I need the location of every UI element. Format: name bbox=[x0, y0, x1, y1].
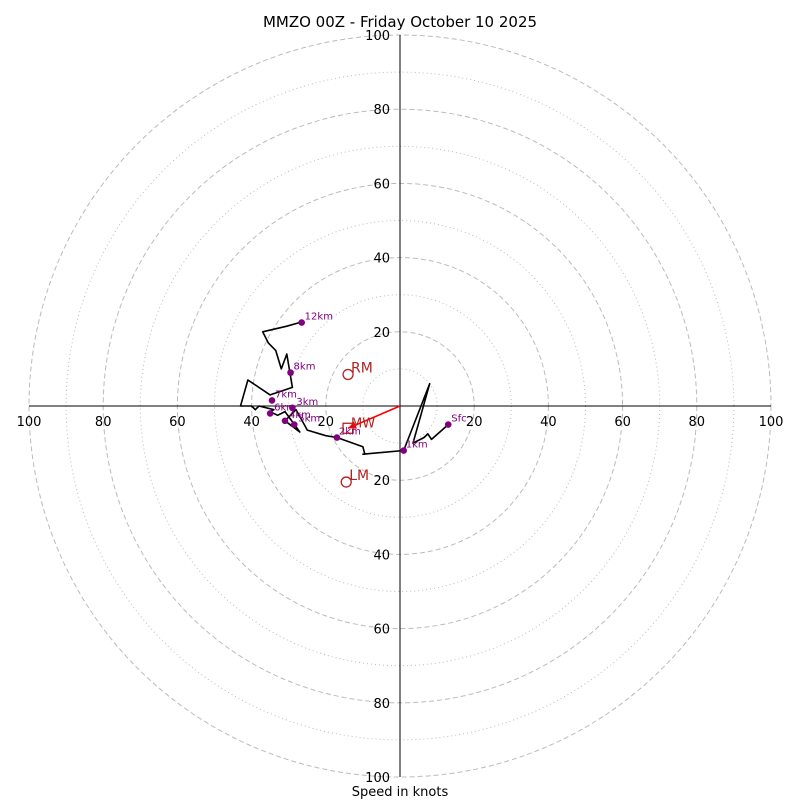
hodograph-trace bbox=[239, 321, 449, 456]
tick-label-bottom-40: 40 bbox=[373, 548, 390, 563]
height-label-sfc: Sfc bbox=[451, 414, 466, 425]
height-marker-1km bbox=[400, 447, 408, 454]
tick-label-bottom-60: 60 bbox=[373, 623, 390, 638]
storm-motion-rm-marker bbox=[342, 368, 354, 381]
tick-label-left-80: 80 bbox=[95, 415, 112, 430]
shear-vector-line bbox=[347, 405, 401, 429]
tick-label-bottom-100: 100 bbox=[365, 771, 390, 786]
height-marker-3km bbox=[289, 404, 296, 412]
height-label-3km: 3km bbox=[296, 397, 318, 408]
tick-label-top-20: 20 bbox=[373, 326, 390, 341]
tick-label-left-60: 60 bbox=[169, 415, 186, 430]
tick-label-top-60: 60 bbox=[373, 177, 390, 192]
height-label-4km: 4km bbox=[289, 410, 311, 421]
chart-title: MMZO 00Z - Friday October 10 2025 bbox=[263, 13, 537, 31]
tick-label-top-40: 40 bbox=[373, 252, 390, 267]
height-marker-7km bbox=[268, 397, 276, 404]
height-marker-2km bbox=[333, 434, 341, 441]
height-marker-8km bbox=[287, 369, 294, 376]
height-label-1km: 1km bbox=[406, 440, 428, 451]
height-marker-sfc bbox=[444, 421, 452, 428]
storm-motion-lm-marker bbox=[340, 476, 352, 488]
tick-label-top-100: 100 bbox=[365, 29, 390, 44]
tick-label-right-20: 20 bbox=[466, 415, 483, 430]
tick-label-bottom-80: 80 bbox=[373, 697, 390, 712]
tick-label-right-80: 80 bbox=[689, 415, 706, 430]
mean-wind-label: MW bbox=[351, 416, 375, 431]
height-marker-12km bbox=[298, 319, 305, 326]
tick-label-right-60: 60 bbox=[614, 415, 631, 430]
height-label-8km: 8km bbox=[294, 362, 316, 373]
height-label-5km: 5km bbox=[298, 414, 320, 425]
x-axis-label: Speed in knots bbox=[352, 785, 449, 800]
tick-label-right-40: 40 bbox=[540, 415, 557, 430]
height-label-2km: 2km bbox=[339, 427, 361, 438]
tick-label-right-100: 100 bbox=[759, 415, 784, 430]
mean-wind-marker bbox=[342, 422, 354, 434]
tick-labels: 20 20 20 20 40 40 40 40 60 60 60 60 80 80 80 80 100 100 10… bbox=[17, 29, 784, 786]
height-label-12km: 12km bbox=[305, 312, 333, 323]
height-label-7km: 7km bbox=[275, 389, 297, 400]
tick-label-left-20: 20 bbox=[318, 415, 335, 430]
tick-label-left-40: 40 bbox=[243, 415, 260, 430]
height-marker-5km bbox=[290, 421, 298, 428]
height-label-6km: 6km bbox=[274, 402, 296, 413]
height-marker-6km bbox=[266, 410, 274, 417]
height-marker-4km bbox=[281, 417, 289, 425]
tick-label-bottom-20: 20 bbox=[373, 474, 390, 489]
storm-motion-rm-label: RM bbox=[351, 360, 373, 376]
storm-motion-lm-label: LM bbox=[349, 468, 369, 484]
tick-label-left-100: 100 bbox=[17, 415, 42, 430]
tick-label-top-80: 80 bbox=[373, 103, 390, 118]
